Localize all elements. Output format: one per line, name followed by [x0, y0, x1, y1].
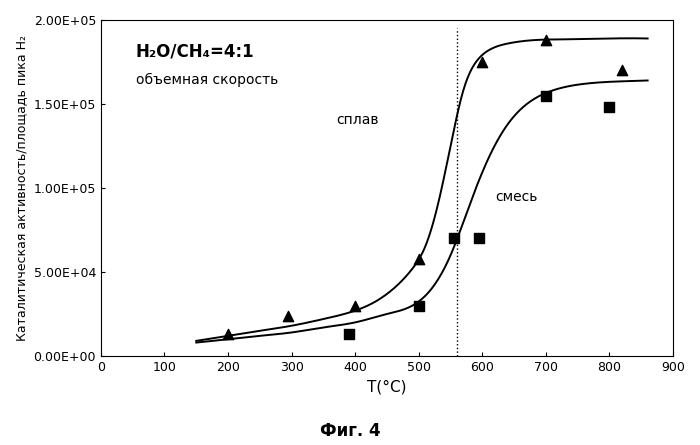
Point	[474, 235, 485, 242]
Y-axis label: Каталитическая активность/площадь пика H₂: Каталитическая активность/площадь пика H…	[15, 35, 28, 341]
Text: H₂O/CH₄=4:1: H₂O/CH₄=4:1	[136, 43, 255, 61]
Text: Фиг. 4: Фиг. 4	[320, 422, 380, 440]
Point	[223, 331, 234, 338]
Point	[448, 235, 459, 242]
Point	[617, 67, 628, 74]
Text: смесь: смесь	[495, 190, 538, 204]
Point	[604, 104, 615, 111]
Point	[349, 302, 360, 309]
Point	[540, 36, 552, 44]
Point	[283, 312, 294, 319]
Text: сплав: сплав	[336, 113, 379, 127]
Text: объемная скорость: объемная скорость	[136, 73, 278, 87]
Point	[343, 331, 354, 338]
X-axis label: T(°C): T(°C)	[368, 380, 407, 394]
Point	[413, 302, 424, 309]
Point	[540, 92, 552, 99]
Point	[413, 255, 424, 262]
Point	[477, 58, 488, 65]
